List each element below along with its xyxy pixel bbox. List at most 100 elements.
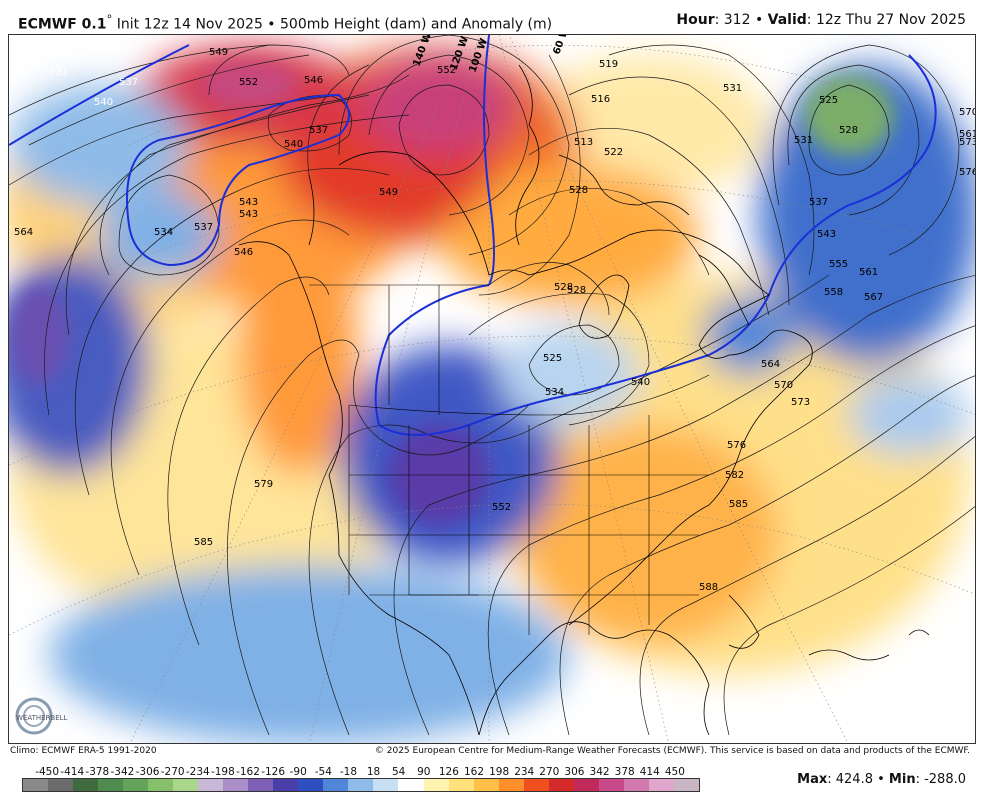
header: ECMWF 0.1° Init 12z 14 Nov 2025 • 500mb … xyxy=(0,0,984,34)
max-value: : 424.8 • xyxy=(827,772,889,787)
weatherbell-logo: WEATHERBELL xyxy=(14,696,70,736)
colorbar-label: 18 xyxy=(366,766,381,778)
contour-label: 528 xyxy=(569,185,588,196)
contour-label: 546 xyxy=(234,247,253,258)
hour-label: Hour xyxy=(676,12,715,28)
colorbar-swatch xyxy=(23,779,49,791)
colorbar-swatch xyxy=(673,779,699,791)
colorbar-label: -378 xyxy=(85,766,110,778)
contour-label: 582 xyxy=(725,470,744,481)
map-panel[interactable]: 531 537 540 543 549 552 546 537 540 534 537 543 546 5… xyxy=(8,34,976,744)
colorbar-label: 126 xyxy=(438,766,459,778)
contour-label: 555 xyxy=(829,259,848,270)
graticule xyxy=(9,35,975,743)
colorbar-label: 378 xyxy=(614,766,635,778)
min-label: Min xyxy=(888,772,916,787)
contour-label: 573 xyxy=(791,397,810,408)
colorbar-swatch xyxy=(573,779,599,791)
contour-label: 525 xyxy=(543,353,562,364)
contour-label: 543 xyxy=(239,209,258,220)
colorbar-label: 90 xyxy=(417,766,431,778)
colorbar-swatch xyxy=(398,779,424,791)
contour-label: 543 xyxy=(239,197,258,208)
contour-label: 570 xyxy=(774,380,793,391)
colorbar-swatch xyxy=(473,779,499,791)
contour-label: 552 xyxy=(437,65,456,76)
colorbar-swatch xyxy=(248,779,274,791)
contour-label: 564 xyxy=(761,359,780,370)
colorbar-label: -270 xyxy=(160,766,185,778)
anomaly-field xyxy=(9,45,975,743)
contour-label: 516 xyxy=(591,94,610,105)
climo-note: Climo: ECMWF ERA-5 1991-2020 xyxy=(10,746,157,756)
contour-label: 585 xyxy=(729,499,748,510)
degree-symbol: ° xyxy=(106,12,113,26)
logo-text: WEATHERBELL xyxy=(16,714,68,722)
contour-label: 540 xyxy=(94,97,113,108)
min-value: : -288.0 xyxy=(915,772,966,787)
valid-value: : 12z Thu 27 Nov 2025 xyxy=(806,12,966,28)
contour-label: 549 xyxy=(209,47,228,58)
contour-label: 531 xyxy=(49,67,68,78)
max-min-readout: Max: 424.8 • Min: -288.0 xyxy=(797,772,966,787)
colorbar-swatch xyxy=(148,779,174,791)
colorbar-label: -162 xyxy=(236,766,260,778)
contour-label: 552 xyxy=(492,502,511,513)
contour-label: 540 xyxy=(284,139,303,150)
colorbar-label: 414 xyxy=(639,766,660,778)
contour-labels: 531 537 540 543 549 552 546 537 540 534 537 543 546 5… xyxy=(14,47,976,593)
contour-label: 531 xyxy=(723,83,742,94)
contour-label: 579 xyxy=(254,479,273,490)
colorbar-swatch xyxy=(298,779,324,791)
contour-label: 534 xyxy=(154,227,173,238)
contour-label: 573 xyxy=(959,137,976,148)
colorbar-swatch xyxy=(448,779,474,791)
map-svg: 531 537 540 543 549 552 546 537 540 534 537 543 546 5… xyxy=(9,35,976,743)
title: ECMWF 0.1° Init 12z 14 Nov 2025 • 500mb … xyxy=(18,12,552,33)
valid-time: Hour: 312 • Valid: 12z Thu 27 Nov 2025 xyxy=(676,12,966,28)
colorbar-label: -198 xyxy=(210,766,235,778)
colorbar-label: -18 xyxy=(339,766,358,778)
colorbar-label: 450 xyxy=(664,766,685,778)
contour-label: 567 xyxy=(864,292,883,303)
colorbar-label: -54 xyxy=(314,766,332,778)
contour-label: 513 xyxy=(574,137,593,148)
colorbar-label: -450 xyxy=(35,766,60,778)
contour-label: 531 xyxy=(794,135,813,146)
colorbar-swatch xyxy=(323,779,349,791)
colorbar-label: 306 xyxy=(564,766,585,778)
contour-label: 576 xyxy=(959,167,976,178)
colorbar xyxy=(22,778,700,792)
model-name: ECMWF 0.1 xyxy=(18,16,107,33)
contour-label: 537 xyxy=(309,125,328,136)
contour-label: 564 xyxy=(14,227,33,238)
colorbar-swatch xyxy=(598,779,624,791)
colorbar-label: -414 xyxy=(60,766,85,778)
colorbar-swatch xyxy=(523,779,549,791)
colorbar-swatch xyxy=(348,779,374,791)
colorbar-label: -234 xyxy=(185,766,210,778)
contour-label: 525 xyxy=(819,95,838,106)
contour-label: 537 xyxy=(194,222,213,233)
colorbar-label: -306 xyxy=(135,766,160,778)
contour-label: 588 xyxy=(699,582,718,593)
contour-label: 540 xyxy=(631,377,650,388)
max-label: Max xyxy=(797,772,828,787)
contour-label: 570 xyxy=(959,107,976,118)
coastlines xyxy=(238,64,930,736)
copyright-note: © 2025 European Centre for Medium-Range … xyxy=(374,746,970,756)
colorbar-swatch xyxy=(273,779,299,791)
hour-value: : 312 • xyxy=(714,12,768,28)
contour-label: 528 xyxy=(567,285,586,296)
borders xyxy=(309,284,710,635)
valid-label: Valid xyxy=(767,12,807,28)
contour-label: 558 xyxy=(824,287,843,298)
height-contours xyxy=(9,35,975,736)
contour-label: 561 xyxy=(959,129,976,140)
colorbar-label: 270 xyxy=(539,766,560,778)
colorbar-swatch xyxy=(73,779,99,791)
colorbar-label: -90 xyxy=(289,766,307,778)
contour-label: 552 xyxy=(239,77,258,88)
colorbar-label: 198 xyxy=(489,766,510,778)
colorbar-swatch xyxy=(648,779,674,791)
